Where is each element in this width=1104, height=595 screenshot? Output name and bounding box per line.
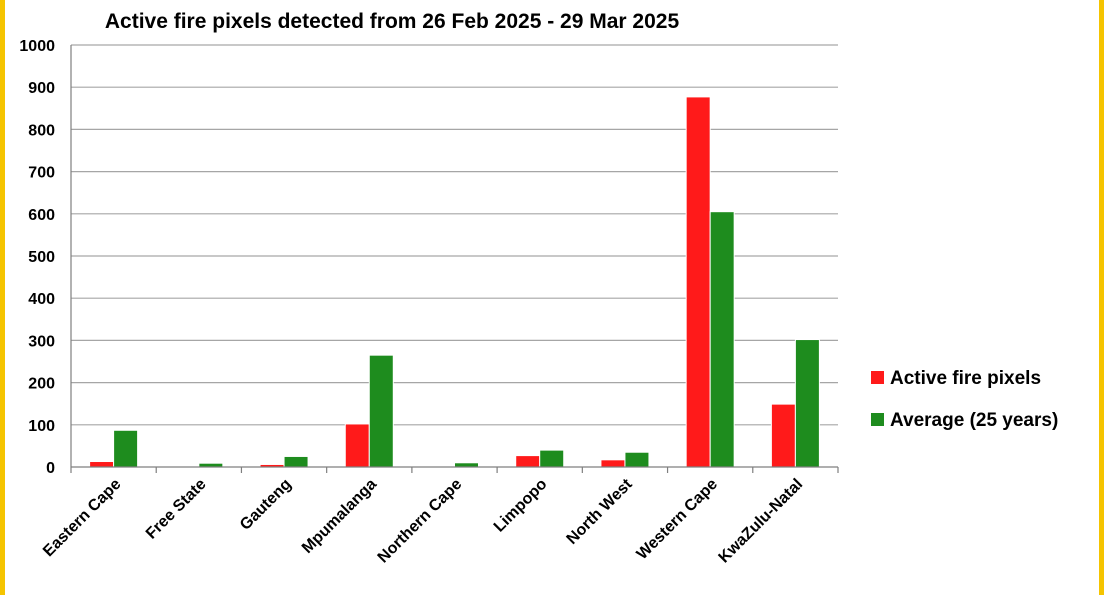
active-fire-bar xyxy=(515,455,541,468)
y-tick-label: 600 xyxy=(28,207,55,224)
active-fire-bar xyxy=(770,403,796,468)
x-tick-label: Free State xyxy=(143,476,210,543)
x-tick-label: Eastern Cape xyxy=(40,476,124,560)
y-tick-label: 900 xyxy=(28,80,55,97)
y-tick-label: 0 xyxy=(46,460,55,477)
y-tick-label: 400 xyxy=(28,291,55,308)
x-axis-ticks: Eastern Cape Free State Gauteng MpumalangaN… xyxy=(40,475,806,566)
x-tick-label: Gauteng xyxy=(237,476,295,534)
chart-title: Active fire pixels detected from 26 Feb … xyxy=(105,10,680,33)
average-bar xyxy=(624,451,650,468)
legend-label-active: Active fire pixels xyxy=(890,368,1041,389)
y-tick-label: 500 xyxy=(28,249,55,266)
bars xyxy=(89,96,820,468)
average-bar xyxy=(368,354,394,468)
active-fire-bar xyxy=(89,461,115,468)
x-tick-label: North West xyxy=(564,475,637,548)
legend: Active fire pixels Average (25 years) xyxy=(871,368,1058,431)
y-tick-label: 800 xyxy=(28,122,55,139)
y-tick-label: 300 xyxy=(28,333,55,350)
active-fire-bar xyxy=(344,423,370,468)
average-bar xyxy=(454,462,479,468)
legend-label-average: Average (25 years) xyxy=(890,410,1058,431)
legend-swatch-active xyxy=(871,371,884,384)
y-tick-label: 1000 xyxy=(19,38,55,55)
x-tick-label: Limpopo xyxy=(491,476,551,536)
x-tick-label: KwaZulu-Natal xyxy=(716,476,807,567)
active-fire-bar xyxy=(685,96,711,468)
y-tick-label: 700 xyxy=(28,165,55,182)
y-tick-label: 100 xyxy=(28,418,55,435)
average-bar xyxy=(539,449,565,468)
x-tick-label: Western Cape xyxy=(634,476,721,563)
x-tick-label: Northern Cape xyxy=(375,476,466,567)
average-bar xyxy=(283,455,309,468)
average-bar xyxy=(709,211,735,468)
average-bar xyxy=(113,429,139,468)
average-bar xyxy=(794,339,820,468)
legend-swatch-average xyxy=(871,413,884,426)
y-axis-ticks: 0 100 200 300 400 500 600 700 800 900 1000 xyxy=(19,38,55,477)
active-fire-bar xyxy=(600,459,626,468)
x-tick-label: Mpumalanga xyxy=(299,476,380,557)
axes xyxy=(70,45,839,473)
y-tick-label: 200 xyxy=(28,376,55,393)
